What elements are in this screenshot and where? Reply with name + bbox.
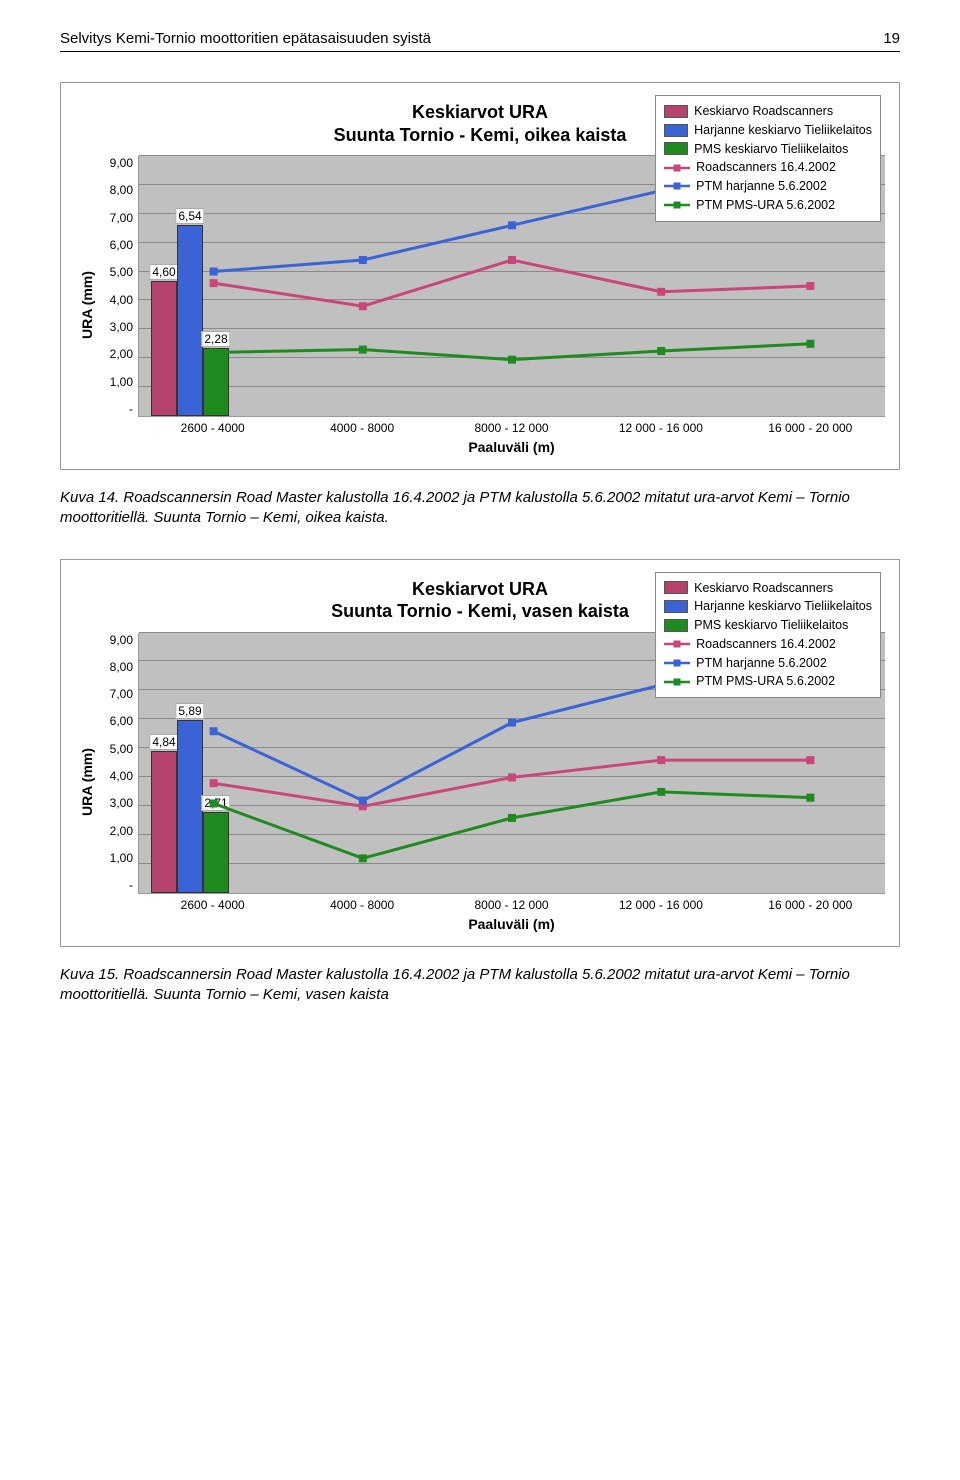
header-title: Selvitys Kemi-Tornio moottoritien epätas…	[60, 30, 431, 47]
page-header: Selvitys Kemi-Tornio moottoritien epätas…	[60, 30, 900, 52]
chart-2-ylabel: URA (mm)	[75, 633, 95, 932]
legend-item: PTM PMS-URA 5.6.2002	[664, 196, 872, 215]
legend-item: Keskiarvo Roadscanners	[664, 579, 872, 598]
chart-2: Keskiarvot URA Suunta Tornio - Kemi, vas…	[60, 559, 900, 947]
chart-2-xaxis: 2600 - 40004000 - 80008000 - 12 00012 00…	[138, 894, 885, 912]
caption-2: Kuva 15. Roadscannersin Road Master kalu…	[60, 965, 900, 1006]
legend-item: Keskiarvo Roadscanners	[664, 102, 872, 121]
chart-2-xlabel: Paaluväli (m)	[138, 916, 885, 932]
chart-1-ylabel: URA (mm)	[75, 156, 95, 455]
legend-item: PTM harjanne 5.6.2002	[664, 654, 872, 673]
legend-item: Roadscanners 16.4.2002	[664, 635, 872, 654]
chart-1: Keskiarvot URA Suunta Tornio - Kemi, oik…	[60, 82, 900, 470]
chart-1-yaxis: 9,008,007,006,005,004,003,002,001,00-	[95, 156, 138, 416]
legend-item: Harjanne keskiarvo Tieliikelaitos	[664, 121, 872, 140]
chart-1-xaxis: 2600 - 40004000 - 80008000 - 12 00012 00…	[138, 417, 885, 435]
header-pageno: 19	[883, 30, 900, 47]
legend-item: Harjanne keskiarvo Tieliikelaitos	[664, 597, 872, 616]
chart-2-yaxis: 9,008,007,006,005,004,003,002,001,00-	[95, 633, 138, 893]
chart-2-legend: Keskiarvo RoadscannersHarjanne keskiarvo…	[655, 572, 881, 699]
chart-1-legend: Keskiarvo RoadscannersHarjanne keskiarvo…	[655, 95, 881, 222]
legend-item: PTM harjanne 5.6.2002	[664, 177, 872, 196]
legend-item: PMS keskiarvo Tieliikelaitos	[664, 140, 872, 159]
legend-item: PTM PMS-URA 5.6.2002	[664, 672, 872, 691]
legend-item: PMS keskiarvo Tieliikelaitos	[664, 616, 872, 635]
caption-1: Kuva 14. Roadscannersin Road Master kalu…	[60, 488, 900, 529]
legend-item: Roadscanners 16.4.2002	[664, 158, 872, 177]
chart-1-xlabel: Paaluväli (m)	[138, 439, 885, 455]
